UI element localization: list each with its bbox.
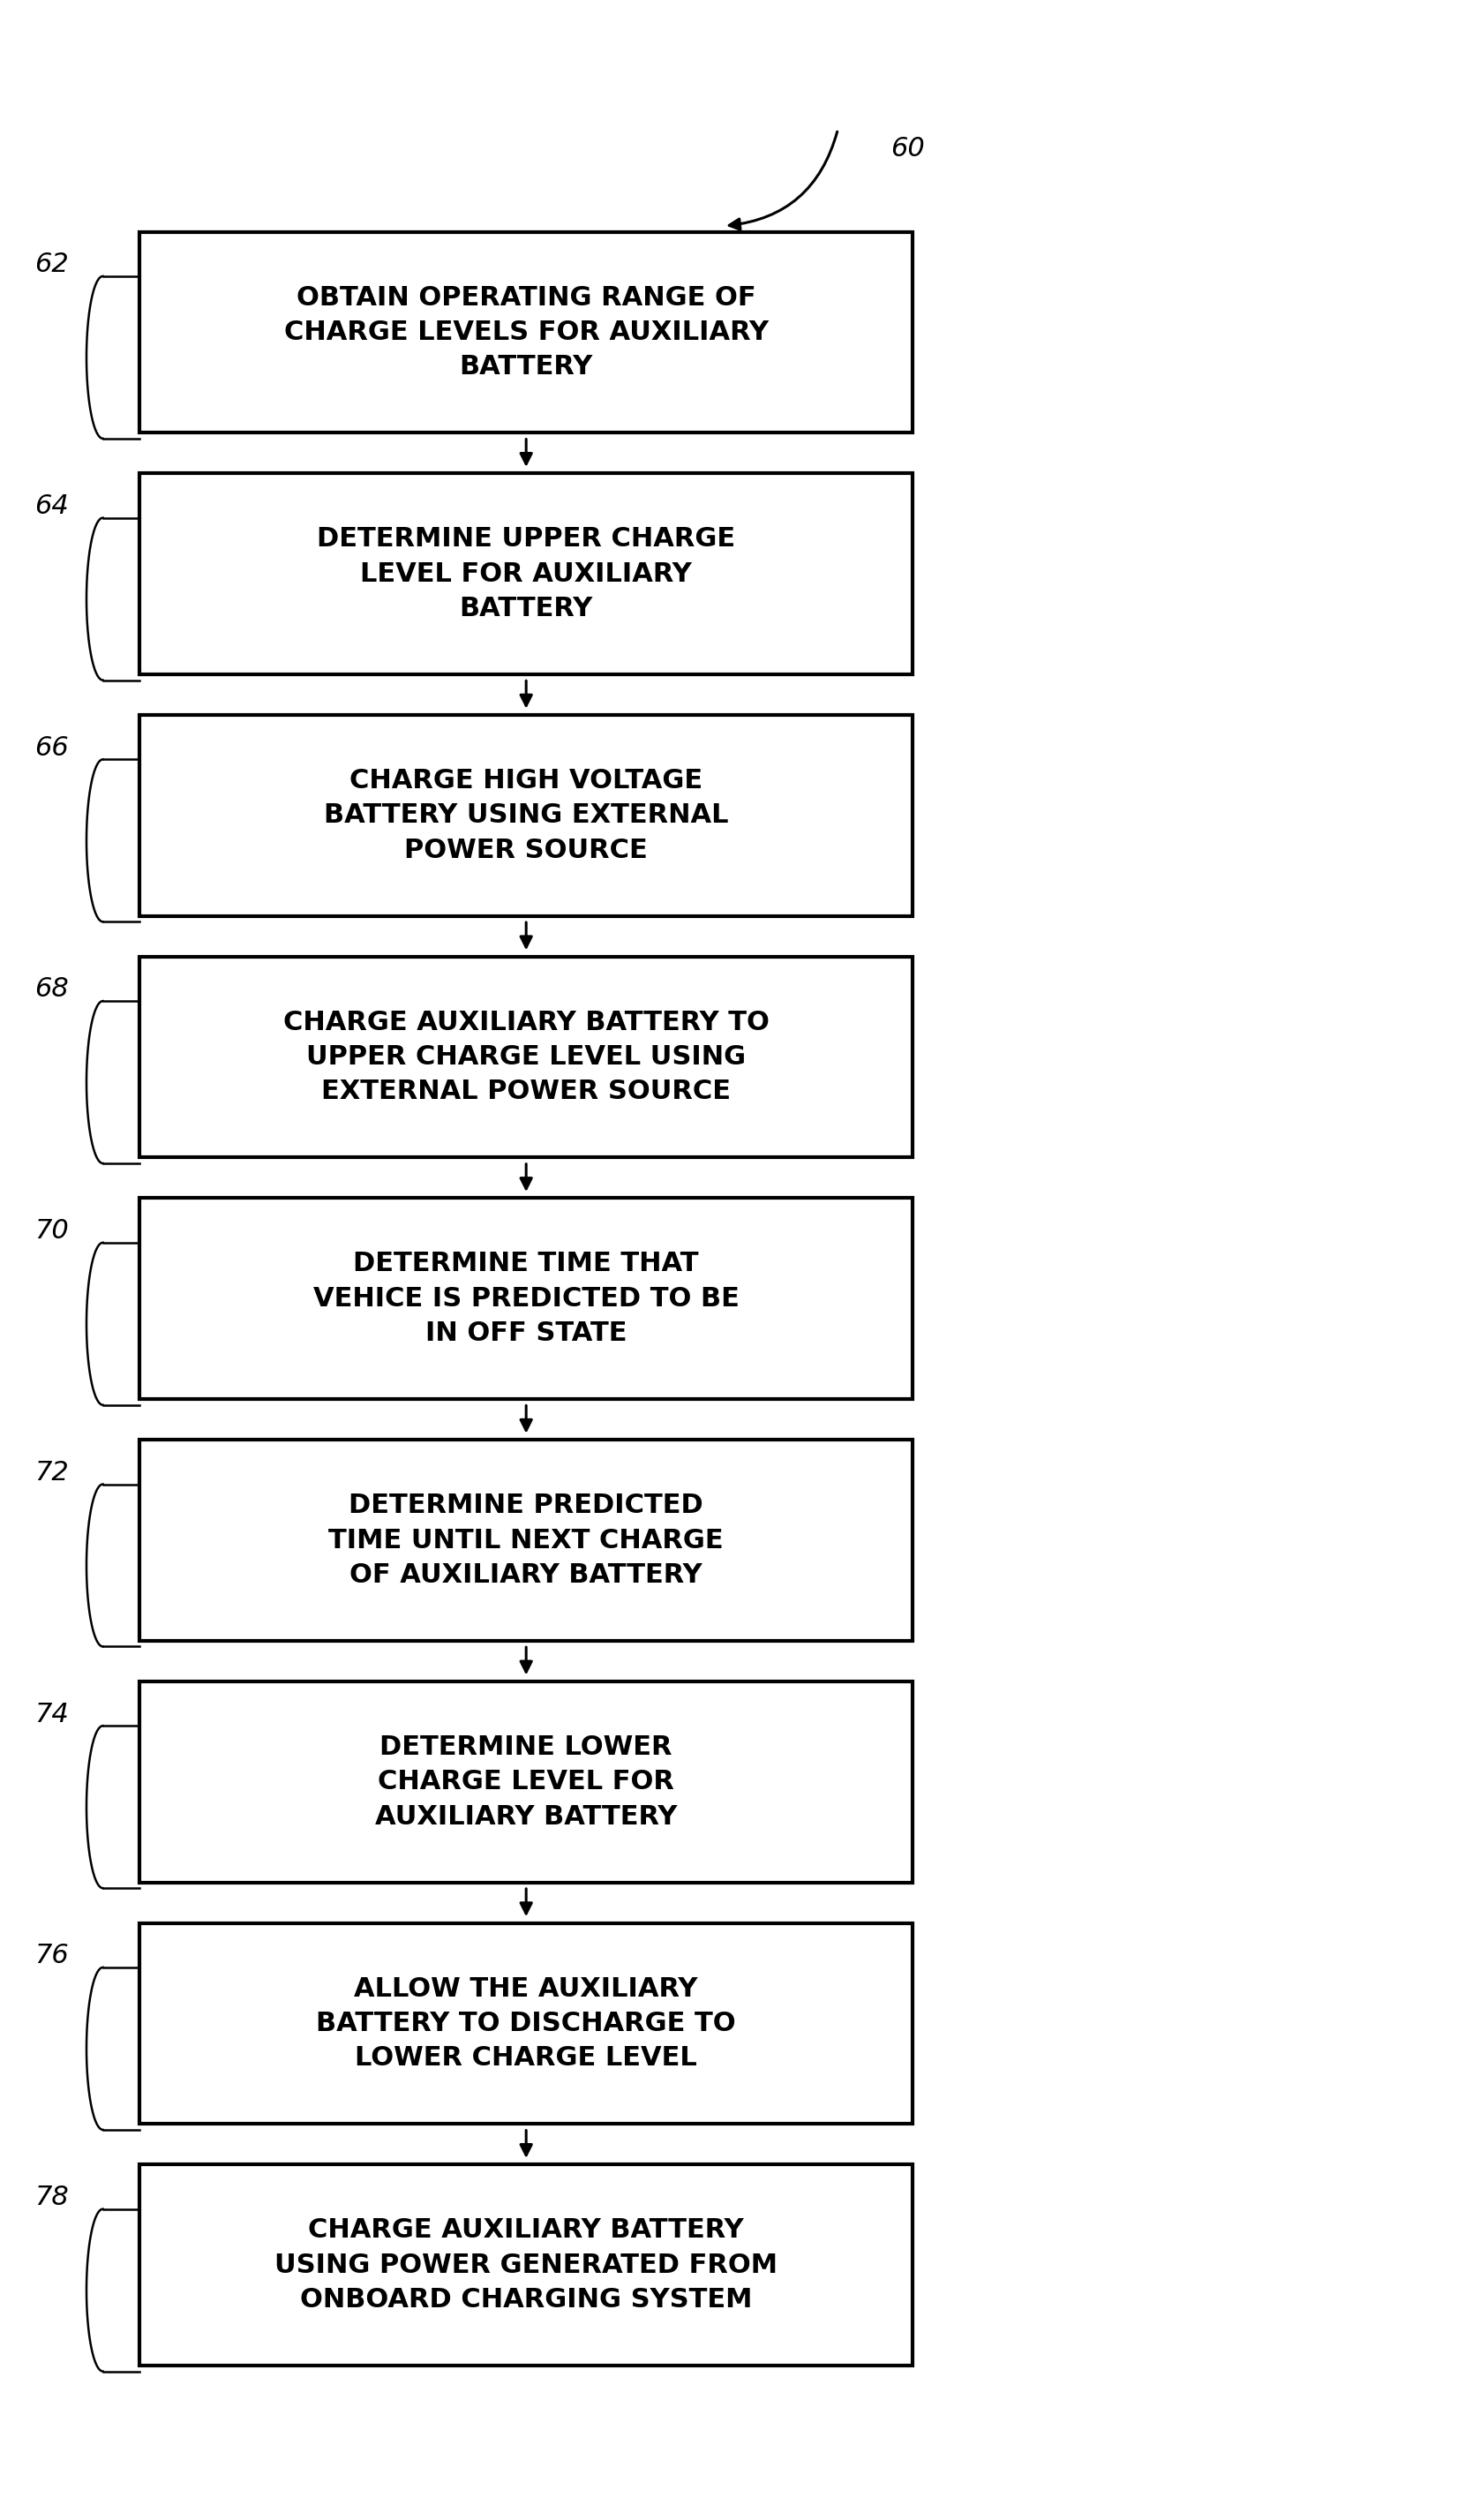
Bar [139, 474, 913, 675]
Text: ALLOW THE AUXILIARY
BATTERY TO DISCHARGE TO
LOWER CHARGE LEVEL: ALLOW THE AUXILIARY BATTERY TO DISCHARGE… [316, 1976, 735, 2071]
Bar [139, 716, 913, 915]
Text: DETERMINE UPPER CHARGE
LEVEL FOR AUXILIARY
BATTERY: DETERMINE UPPER CHARGE LEVEL FOR AUXILIA… [316, 527, 735, 622]
Bar [139, 1681, 913, 1882]
Text: DETERMINE LOWER
CHARGE LEVEL FOR
AUXILIARY BATTERY: DETERMINE LOWER CHARGE LEVEL FOR AUXILIA… [375, 1734, 677, 1830]
Text: 76: 76 [35, 1943, 69, 1968]
Bar [139, 232, 913, 433]
Text: 64: 64 [35, 494, 69, 519]
Text: OBTAIN OPERATING RANGE OF
CHARGE LEVELS FOR AUXILIARY
BATTERY: OBTAIN OPERATING RANGE OF CHARGE LEVELS … [284, 285, 769, 381]
Bar [139, 1923, 913, 2124]
FancyArrowPatch shape [730, 131, 837, 229]
Text: 72: 72 [35, 1459, 69, 1484]
Bar [139, 2165, 913, 2366]
Text: 68: 68 [35, 978, 69, 1003]
Text: 74: 74 [35, 1701, 69, 1726]
Text: DETERMINE TIME THAT
VEHICE IS PREDICTED TO BE
IN OFF STATE: DETERMINE TIME THAT VEHICE IS PREDICTED … [314, 1250, 740, 1346]
Bar [139, 958, 913, 1157]
Bar [139, 1439, 913, 1641]
Text: 62: 62 [35, 252, 69, 277]
Text: 70: 70 [35, 1217, 69, 1245]
Bar [139, 1197, 913, 1399]
Text: CHARGE HIGH VOLTAGE
BATTERY USING EXTERNAL
POWER SOURCE: CHARGE HIGH VOLTAGE BATTERY USING EXTERN… [324, 769, 728, 862]
Text: CHARGE AUXILIARY BATTERY
USING POWER GENERATED FROM
ONBOARD CHARGING SYSTEM: CHARGE AUXILIARY BATTERY USING POWER GEN… [274, 2218, 778, 2313]
Text: 78: 78 [35, 2185, 69, 2210]
Text: DETERMINE PREDICTED
TIME UNTIL NEXT CHARGE
OF AUXILIARY BATTERY: DETERMINE PREDICTED TIME UNTIL NEXT CHAR… [328, 1492, 724, 1588]
Text: 60: 60 [891, 136, 924, 161]
Text: CHARGE AUXILIARY BATTERY TO
UPPER CHARGE LEVEL USING
EXTERNAL POWER SOURCE: CHARGE AUXILIARY BATTERY TO UPPER CHARGE… [283, 1011, 769, 1104]
Text: 66: 66 [35, 736, 69, 761]
